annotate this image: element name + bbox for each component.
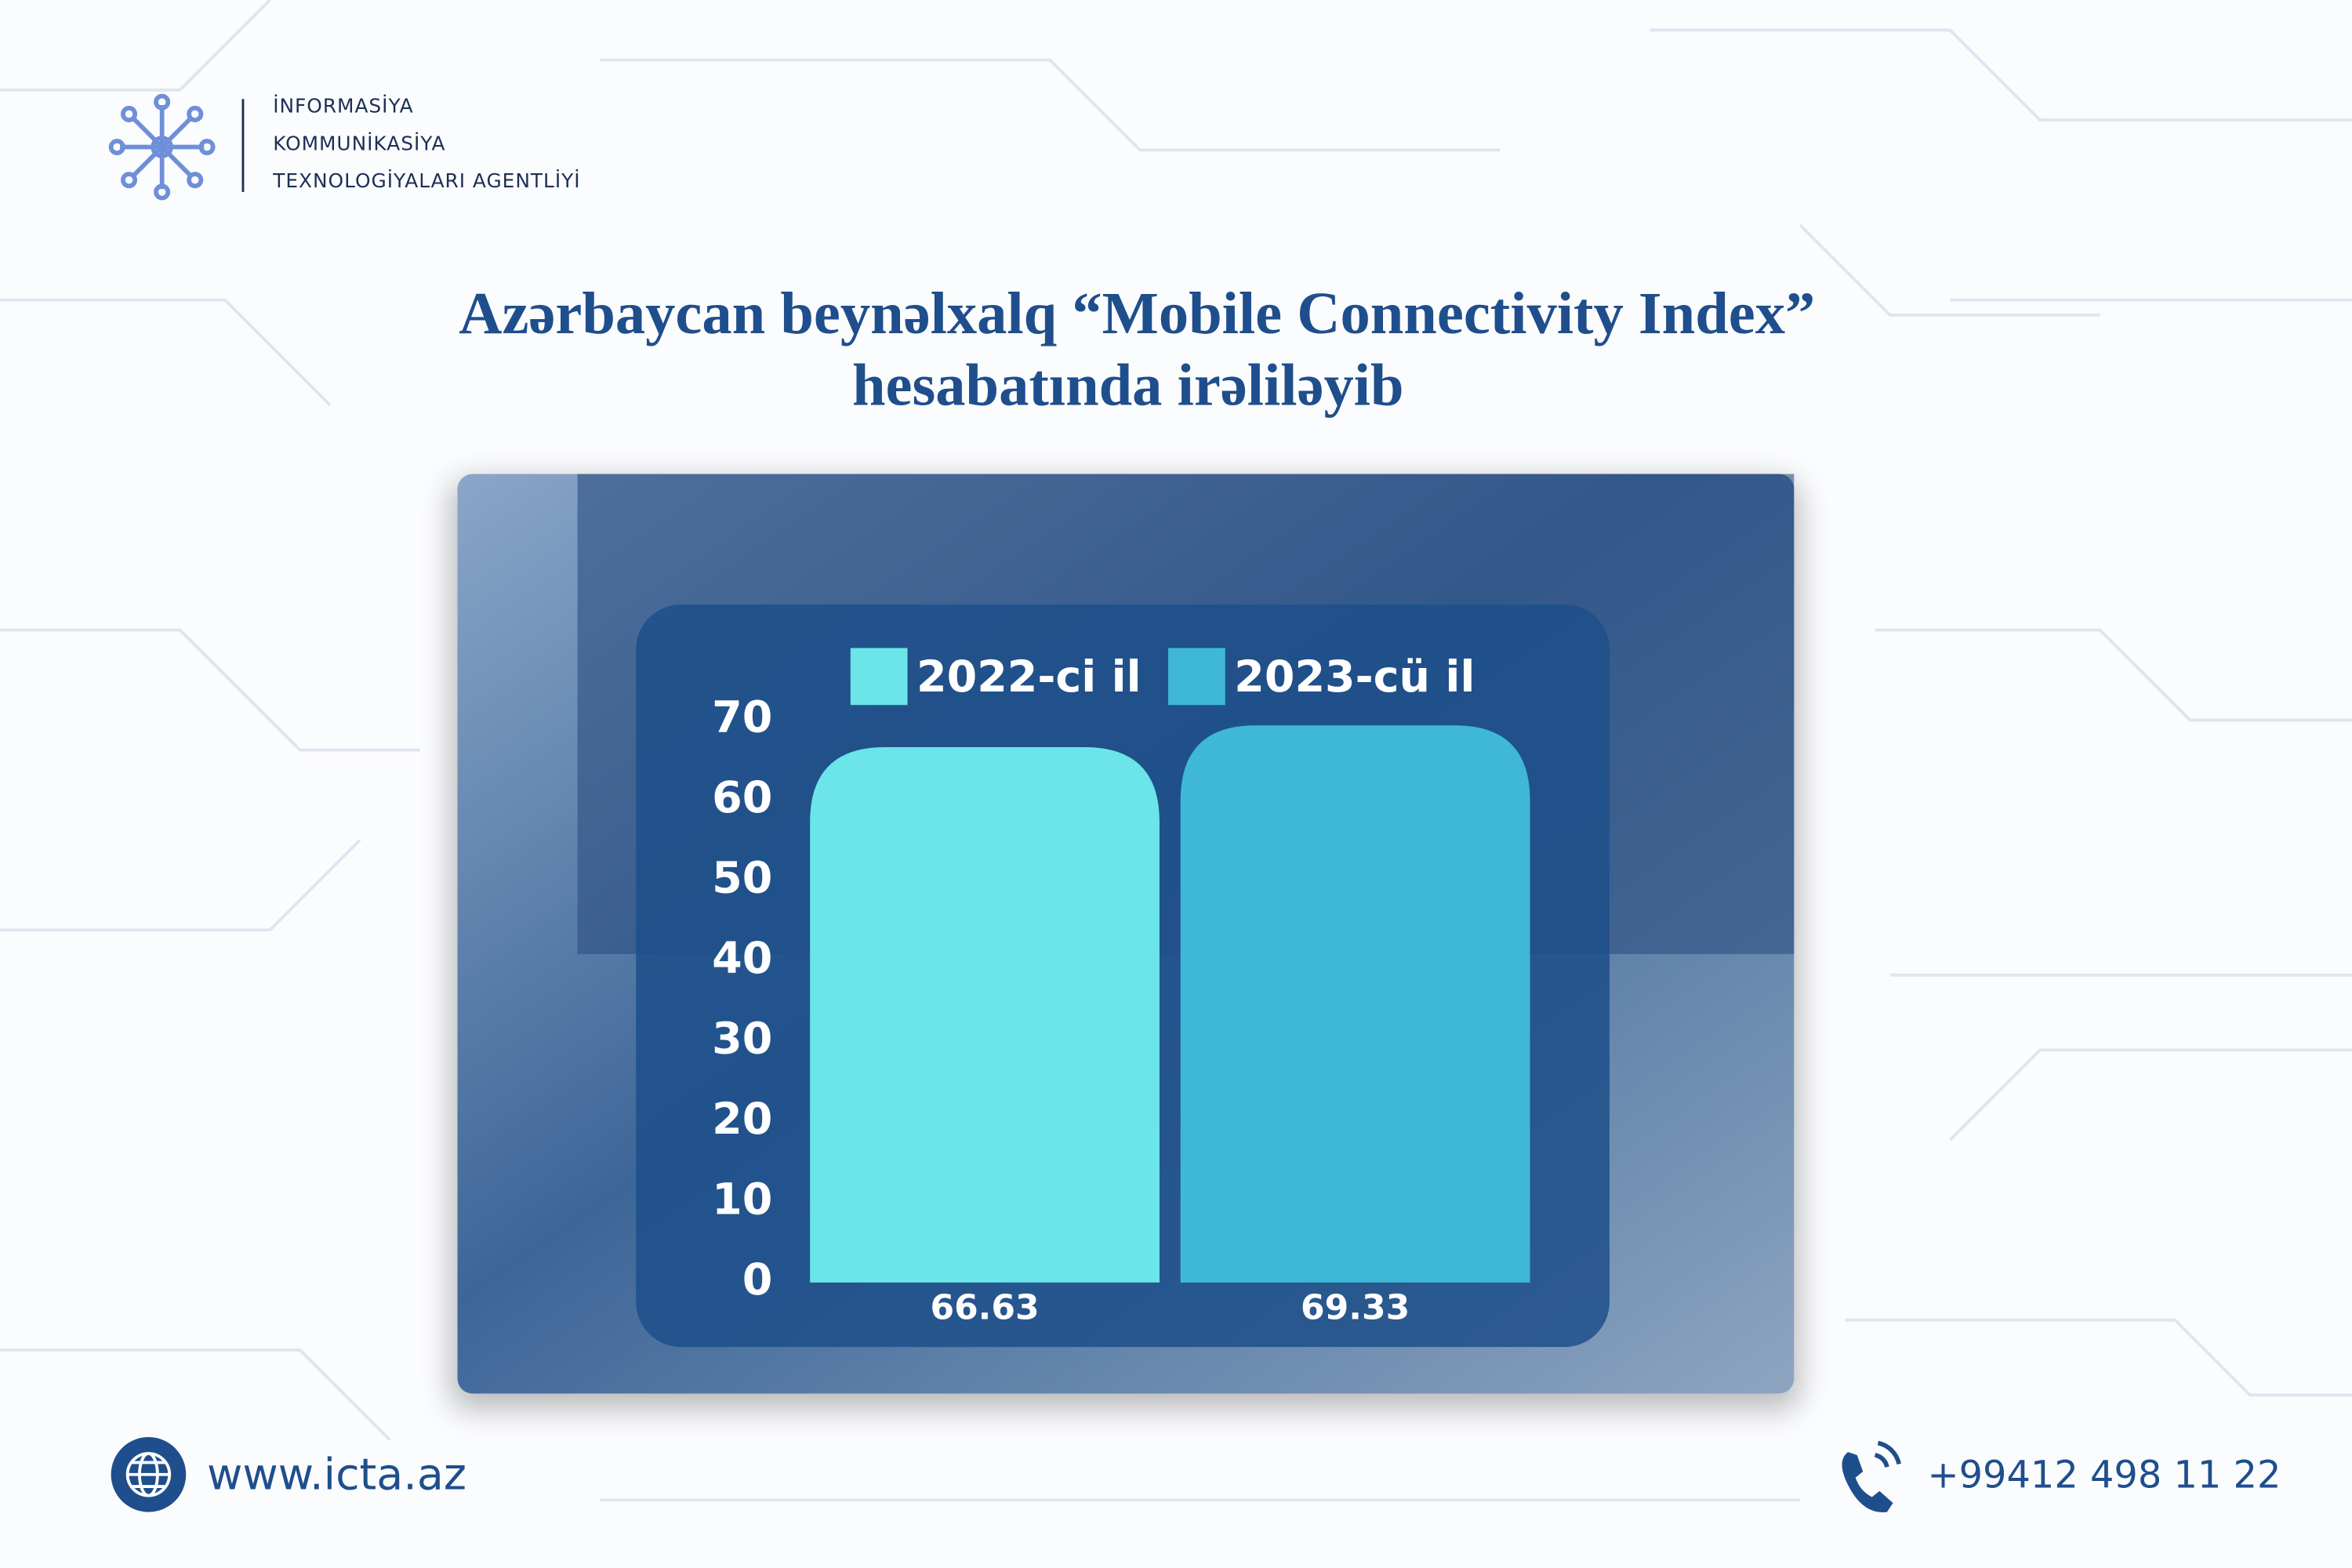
y-tick-label: 20 xyxy=(712,1094,772,1145)
website: www.icta.az xyxy=(207,1450,466,1501)
bar xyxy=(1180,725,1530,1283)
y-tick-label: 10 xyxy=(712,1175,772,1225)
org-name: TEXNOLOGİYALARI AGENTLİYİ xyxy=(272,169,580,192)
y-tick-label: 40 xyxy=(712,934,772,984)
org-name: KOMMUNİKASİYA xyxy=(273,132,445,154)
y-tick-label: 60 xyxy=(712,773,772,823)
title: Azərbaycan beynəlxalq “Mobile Connectivi… xyxy=(459,280,1815,347)
y-tick-label: 70 xyxy=(712,693,772,743)
phone-icon xyxy=(1842,1440,1902,1512)
footer-globe xyxy=(111,1436,187,1512)
circuit-background xyxy=(0,0,2352,1502)
org-name: İNFORMASİYA xyxy=(273,95,413,118)
phone: +99412 498 11 22 xyxy=(1928,1454,2281,1497)
y-tick-label: 0 xyxy=(742,1255,773,1305)
title: hesabatında irəliləyib xyxy=(852,352,1404,419)
y-tick-label: 50 xyxy=(712,854,772,904)
legend-label: 2023-cü il xyxy=(1234,652,1475,702)
bar xyxy=(810,746,1160,1283)
value-label: 66.63 xyxy=(930,1287,1039,1327)
legend-swatch xyxy=(850,648,908,706)
logo xyxy=(108,93,216,201)
legend-swatch xyxy=(1168,648,1225,706)
legend-label: 2022-ci il xyxy=(916,652,1142,702)
value-label: 69.33 xyxy=(1301,1287,1410,1327)
y-tick-label: 30 xyxy=(712,1014,772,1065)
